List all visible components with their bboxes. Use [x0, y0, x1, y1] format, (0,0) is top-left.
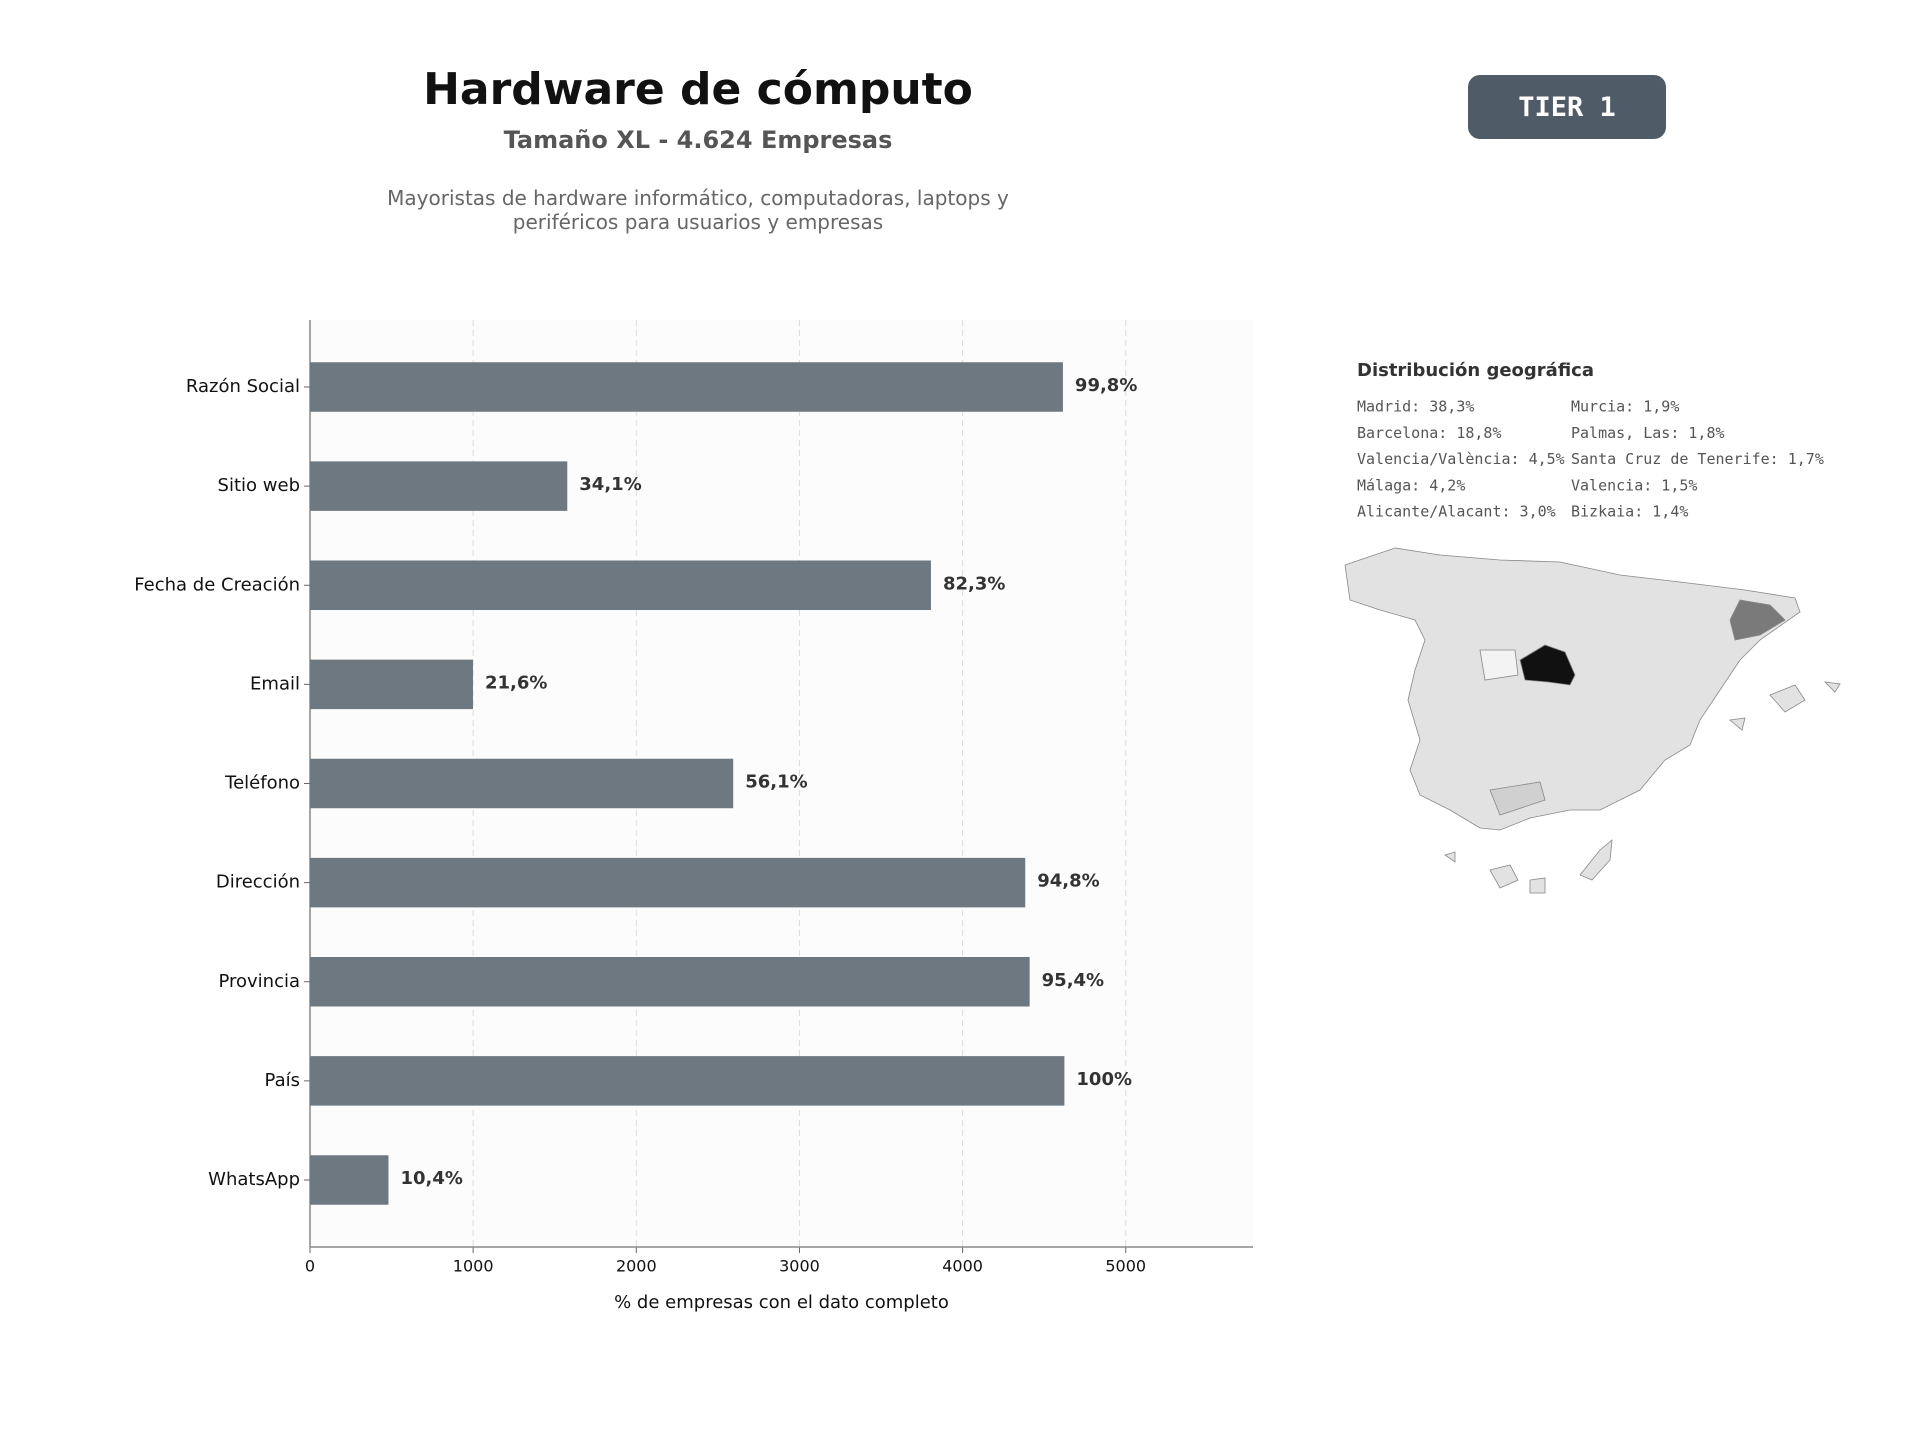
la-palma	[1444, 851, 1456, 863]
subtitle: Tamaño XL - 4.624 Empresas	[503, 126, 893, 154]
geo-item: Santa Cruz de Tenerife: 1,7%	[1571, 450, 1824, 468]
description: Mayoristas de hardware informático, comp…	[387, 186, 1009, 234]
menorca	[1823, 681, 1841, 693]
y-tick-label: WhatsApp	[208, 1169, 300, 1190]
value-label: 56,1%	[745, 772, 807, 793]
bar	[310, 1056, 1065, 1106]
tenerife	[1489, 864, 1519, 889]
geo-item: Murcia: 1,9%	[1571, 398, 1679, 416]
geo-item: Valencia: 1,5%	[1571, 476, 1697, 494]
bar	[310, 857, 1026, 908]
title: Hardware de cómputo	[423, 64, 973, 115]
x-tick-label: 2000	[616, 1257, 657, 1276]
y-tick-label: País	[265, 1070, 300, 1091]
geo-item: Barcelona: 18,8%	[1357, 424, 1502, 442]
x-tick-label: 5000	[1105, 1257, 1146, 1276]
value-label: 100%	[1076, 1069, 1132, 1090]
geo-item: Alicante/Alacant: 3,0%	[1357, 503, 1556, 521]
bar	[310, 659, 473, 710]
value-label: 21,6%	[485, 672, 547, 693]
y-tick-label: Fecha de Creación	[134, 574, 300, 595]
ibiza	[1729, 717, 1746, 731]
peninsula	[1344, 547, 1801, 831]
x-axis-label: % de empresas con el dato completo	[614, 1292, 949, 1313]
segovia-region	[1479, 649, 1519, 681]
y-tick-label: Teléfono	[224, 773, 300, 794]
geo-item: Valencia/València: 4,5%	[1357, 450, 1565, 468]
value-label: 34,1%	[579, 474, 641, 495]
bar	[310, 560, 931, 610]
mallorca	[1769, 684, 1806, 713]
fuerteventura	[1579, 839, 1613, 881]
x-tick-label: 0	[305, 1257, 315, 1276]
geo-item: Madrid: 38,3%	[1357, 398, 1474, 416]
geo-item: Bizkaia: 1,4%	[1571, 503, 1688, 521]
malaga-region	[1489, 781, 1546, 816]
x-tick-label: 1000	[453, 1257, 494, 1276]
value-label: 10,4%	[400, 1168, 462, 1189]
bar	[310, 362, 1063, 412]
y-tick-label: Razón Social	[186, 376, 300, 397]
madrid-region	[1519, 644, 1576, 686]
geo-title: Distribución geográfica	[1357, 360, 1594, 381]
tier-badge: TIER 1	[1468, 75, 1666, 139]
bar	[310, 957, 1030, 1007]
bar	[310, 758, 734, 809]
geo-item: Málaga: 4,2%	[1357, 476, 1465, 494]
y-tick-label: Dirección	[216, 872, 300, 893]
x-tick-label: 3000	[779, 1257, 820, 1276]
value-label: 94,8%	[1037, 871, 1099, 892]
geo-item: Palmas, Las: 1,8%	[1571, 424, 1725, 442]
gran-canaria	[1529, 877, 1546, 894]
y-tick-label: Provincia	[218, 971, 300, 992]
y-tick-label: Sitio web	[218, 475, 300, 496]
map	[1344, 547, 1841, 894]
value-label: 95,4%	[1042, 970, 1104, 991]
value-label: 99,8%	[1075, 375, 1137, 396]
bar	[310, 461, 568, 511]
y-tick-label: Email	[250, 673, 300, 694]
barcelona-region	[1729, 599, 1786, 641]
x-tick-label: 4000	[942, 1257, 983, 1276]
value-label: 82,3%	[943, 573, 1005, 594]
bar	[310, 1155, 389, 1205]
